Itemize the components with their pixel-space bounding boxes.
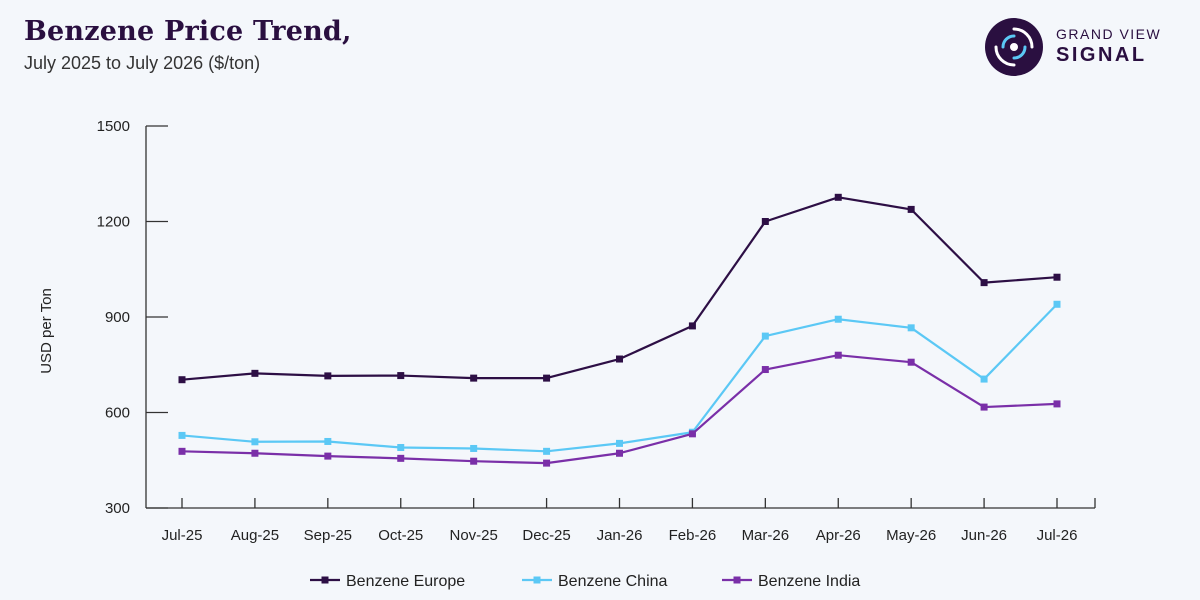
data-point	[1053, 300, 1061, 308]
data-point	[761, 218, 769, 225]
logo-line-2: SIGNAL	[1056, 44, 1147, 66]
series-line	[181, 303, 1058, 453]
data-point	[1053, 273, 1061, 281]
data-point	[616, 439, 623, 447]
x-tick-label: Nov-25	[449, 527, 497, 544]
y-tick-label: 600	[105, 405, 130, 422]
data-point	[470, 457, 478, 465]
chart-header: Benzene Price Trend, July 2025 to July 2…	[24, 16, 352, 74]
data-point	[543, 459, 551, 467]
legend-label: Benzene Europe	[346, 573, 465, 590]
data-point	[761, 332, 769, 340]
legend-entry: Benzene China	[522, 573, 668, 590]
data-point	[251, 369, 259, 377]
y-tick-label: 300	[105, 500, 130, 517]
brand-logo: GRAND VIEW SIGNAL	[984, 17, 1184, 77]
x-tick-label: Jun-26	[961, 527, 1007, 544]
signal-swirl-icon	[985, 18, 1043, 76]
legend-entry: Benzene India	[722, 573, 860, 590]
x-tick-label: Mar-26	[742, 527, 790, 544]
chart-title: Benzene Price Trend,	[24, 16, 352, 47]
data-point	[397, 444, 405, 452]
data-point	[397, 372, 405, 380]
data-point	[980, 403, 988, 411]
data-point	[980, 375, 988, 383]
data-point	[324, 437, 332, 445]
y-tick-label: 1200	[97, 214, 130, 231]
legend-swatch-marker	[533, 576, 541, 584]
data-point	[470, 374, 478, 382]
data-point	[688, 322, 696, 330]
data-point	[907, 358, 915, 366]
data-point	[761, 366, 769, 374]
legend-label: Benzene China	[558, 573, 668, 590]
x-tick-label: Sep-25	[304, 527, 352, 544]
data-point	[251, 438, 259, 446]
series-benzene-india	[178, 351, 1061, 467]
series-benzene-china	[178, 300, 1061, 455]
chart-subtitle: July 2025 to July 2026 ($/ton)	[24, 53, 261, 73]
series-line	[181, 196, 1058, 381]
data-point	[980, 279, 988, 287]
chart-series	[178, 193, 1061, 467]
data-point	[470, 444, 478, 452]
chart-legend: Benzene Europe Benzene China Benzene India	[310, 573, 860, 590]
data-point	[834, 351, 842, 359]
logo-wordmark: GRAND VIEW SIGNAL	[1056, 26, 1161, 67]
data-point	[178, 447, 186, 455]
legend-entry: Benzene Europe	[310, 573, 465, 590]
data-point	[324, 452, 332, 460]
data-point	[324, 372, 332, 380]
data-point	[251, 449, 259, 457]
data-point	[907, 205, 915, 213]
data-point	[397, 454, 405, 462]
y-axis-label: USD per Ton	[38, 288, 55, 374]
chart-axes: 300 600 900 1200 1500 Jul-25 Aug-25 Sep-25 Oct-2…	[38, 118, 1096, 544]
logo-line-1: GRAND VIEW	[1056, 26, 1162, 42]
data-point	[543, 447, 551, 455]
data-point	[688, 430, 696, 438]
x-tick-label: Jul-25	[162, 527, 203, 544]
data-point	[616, 449, 623, 457]
data-point	[1053, 400, 1061, 408]
legend-swatch-marker	[321, 576, 329, 584]
x-tick-label: Apr-26	[816, 527, 861, 544]
data-point	[543, 374, 551, 382]
x-tick-label: Feb-26	[669, 527, 717, 544]
x-tick-label: Dec-25	[522, 527, 570, 544]
legend-label: Benzene India	[758, 573, 860, 590]
series-benzene-europe	[178, 193, 1061, 384]
data-point	[178, 376, 186, 384]
legend-swatch-marker	[733, 576, 741, 584]
data-point	[834, 315, 842, 323]
series-line	[181, 354, 1058, 465]
data-point	[616, 355, 623, 363]
x-tick-label: Aug-25	[231, 527, 279, 544]
data-point	[178, 431, 186, 439]
y-tick-label: 1500	[97, 118, 130, 135]
y-tick-label: 900	[105, 309, 130, 326]
x-tick-label: May-26	[886, 527, 936, 544]
x-tick-label: Jan-26	[597, 527, 643, 544]
x-tick-label: Oct-25	[378, 527, 423, 544]
x-tick-label: Jul-26	[1037, 527, 1078, 544]
data-point	[907, 324, 915, 332]
data-point	[834, 193, 842, 201]
